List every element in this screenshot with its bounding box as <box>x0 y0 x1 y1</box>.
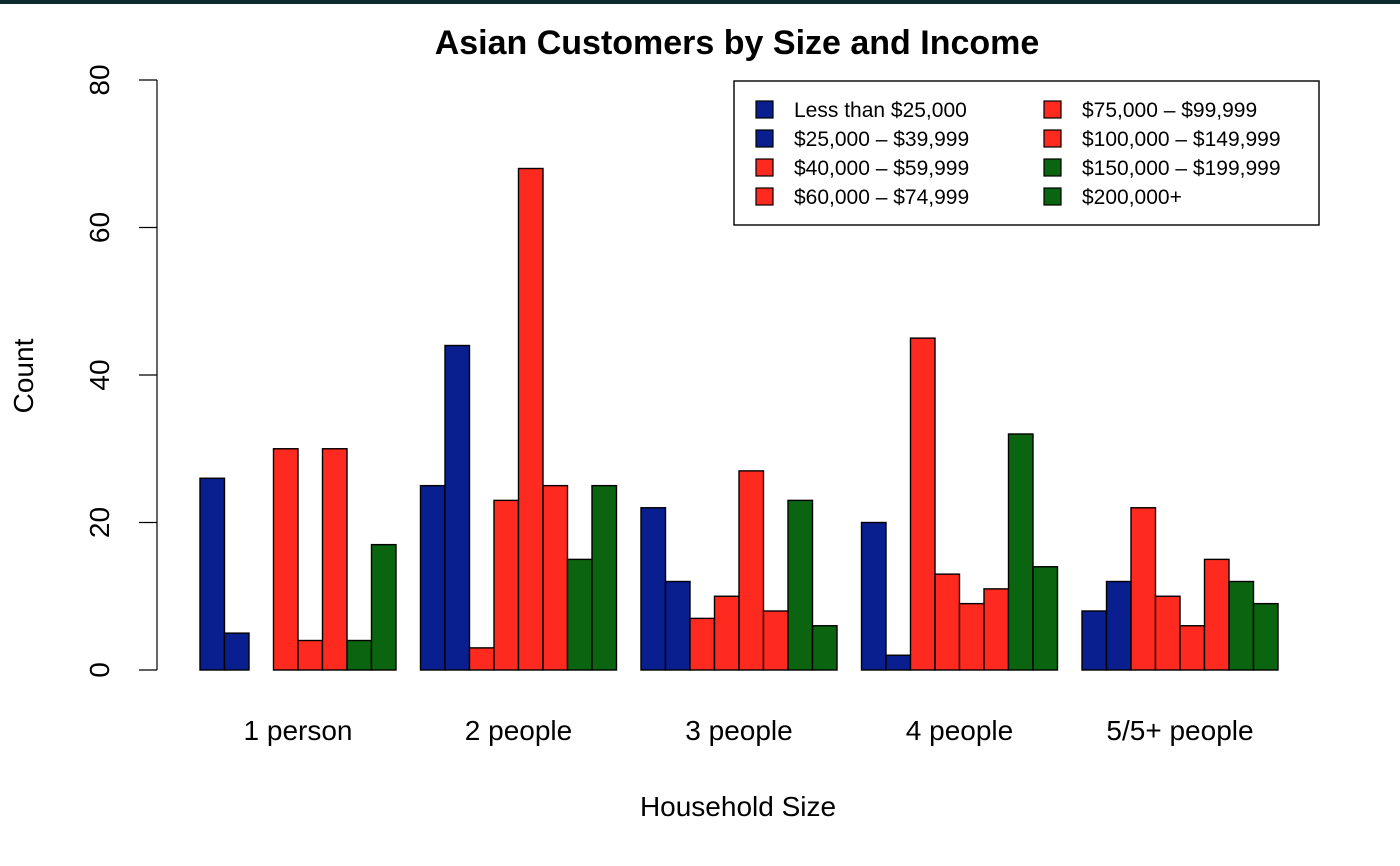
y-tick-label: 60 <box>84 212 115 243</box>
bar <box>419 484 446 671</box>
bar <box>223 632 250 671</box>
chart-title: Asian Customers by Size and Income <box>435 24 1040 62</box>
legend-label: $150,000 – $199,999 <box>1082 157 1281 180</box>
bar <box>1081 610 1108 671</box>
x-tick-label: 2 people <box>465 715 572 746</box>
legend-box <box>733 80 1320 226</box>
y-axis-label: Count <box>8 338 39 413</box>
legend-swatch <box>755 100 774 119</box>
bar <box>983 588 1010 671</box>
bar <box>1130 507 1157 671</box>
bar <box>1105 580 1132 671</box>
legend-label: $25,000 – $39,999 <box>794 128 969 151</box>
bar <box>909 337 936 671</box>
x-tick-label: 4 people <box>906 715 1013 746</box>
window-top-border <box>0 0 1400 4</box>
bar <box>1032 566 1059 671</box>
bar <box>297 639 324 671</box>
bar <box>664 580 691 671</box>
bars-group <box>199 167 1279 671</box>
x-tick-label: 5/5+ people <box>1106 715 1253 746</box>
y-tick-label: 80 <box>84 64 115 95</box>
legend-swatch <box>1043 187 1062 206</box>
legend-label: Less than $25,000 <box>794 99 967 122</box>
bar <box>1203 558 1230 671</box>
legend-swatch <box>1043 100 1062 119</box>
bar <box>1154 595 1181 671</box>
bar <box>738 470 765 671</box>
legend-label: $200,000+ <box>1082 186 1182 209</box>
legend-swatch <box>755 158 774 177</box>
legend-swatch <box>755 187 774 206</box>
bar <box>346 639 373 671</box>
bar <box>787 499 814 671</box>
legend-label: $75,000 – $99,999 <box>1082 99 1257 122</box>
bar <box>1007 433 1034 671</box>
bar <box>860 521 887 671</box>
bar <box>713 595 740 671</box>
bar <box>689 617 716 671</box>
legend-swatch <box>755 129 774 148</box>
bar <box>958 602 985 671</box>
bar <box>199 477 226 671</box>
bar <box>321 448 348 671</box>
y-tick-label: 40 <box>84 359 115 390</box>
x-tick-labels: 1 person 2 people 3 people 4 people 5/5+ peo… <box>244 715 1254 746</box>
bar <box>885 654 912 671</box>
legend-swatch <box>1043 129 1062 148</box>
bar <box>517 167 544 671</box>
x-tick-label: 1 person <box>244 715 353 746</box>
bar <box>762 610 789 671</box>
legend-label: $100,000 – $149,999 <box>1082 128 1281 151</box>
legend-label: $40,000 – $59,999 <box>794 157 969 180</box>
bar <box>934 573 961 671</box>
legend-label: $60,000 – $74,999 <box>794 186 969 209</box>
legend: Less than $25,000 $25,000 – $39,999 $40,00… <box>733 80 1320 226</box>
bar <box>640 507 667 671</box>
y-tick-label: 0 <box>84 662 115 678</box>
bar <box>566 558 593 671</box>
bar <box>272 448 299 671</box>
bar <box>542 484 569 671</box>
legend-swatch <box>1043 158 1062 177</box>
x-tick-label: 3 people <box>685 715 792 746</box>
bar <box>811 625 838 671</box>
bar <box>444 344 471 671</box>
bar <box>1252 602 1279 671</box>
x-axis-label: Household Size <box>640 791 836 822</box>
bar <box>493 499 520 671</box>
bar <box>468 647 495 671</box>
bar <box>591 484 618 671</box>
y-tick-label: 20 <box>84 507 115 538</box>
y-axis: 0 20 40 60 80 <box>84 64 158 678</box>
bar <box>1179 625 1206 671</box>
bar <box>370 543 397 671</box>
bar <box>1228 580 1255 671</box>
